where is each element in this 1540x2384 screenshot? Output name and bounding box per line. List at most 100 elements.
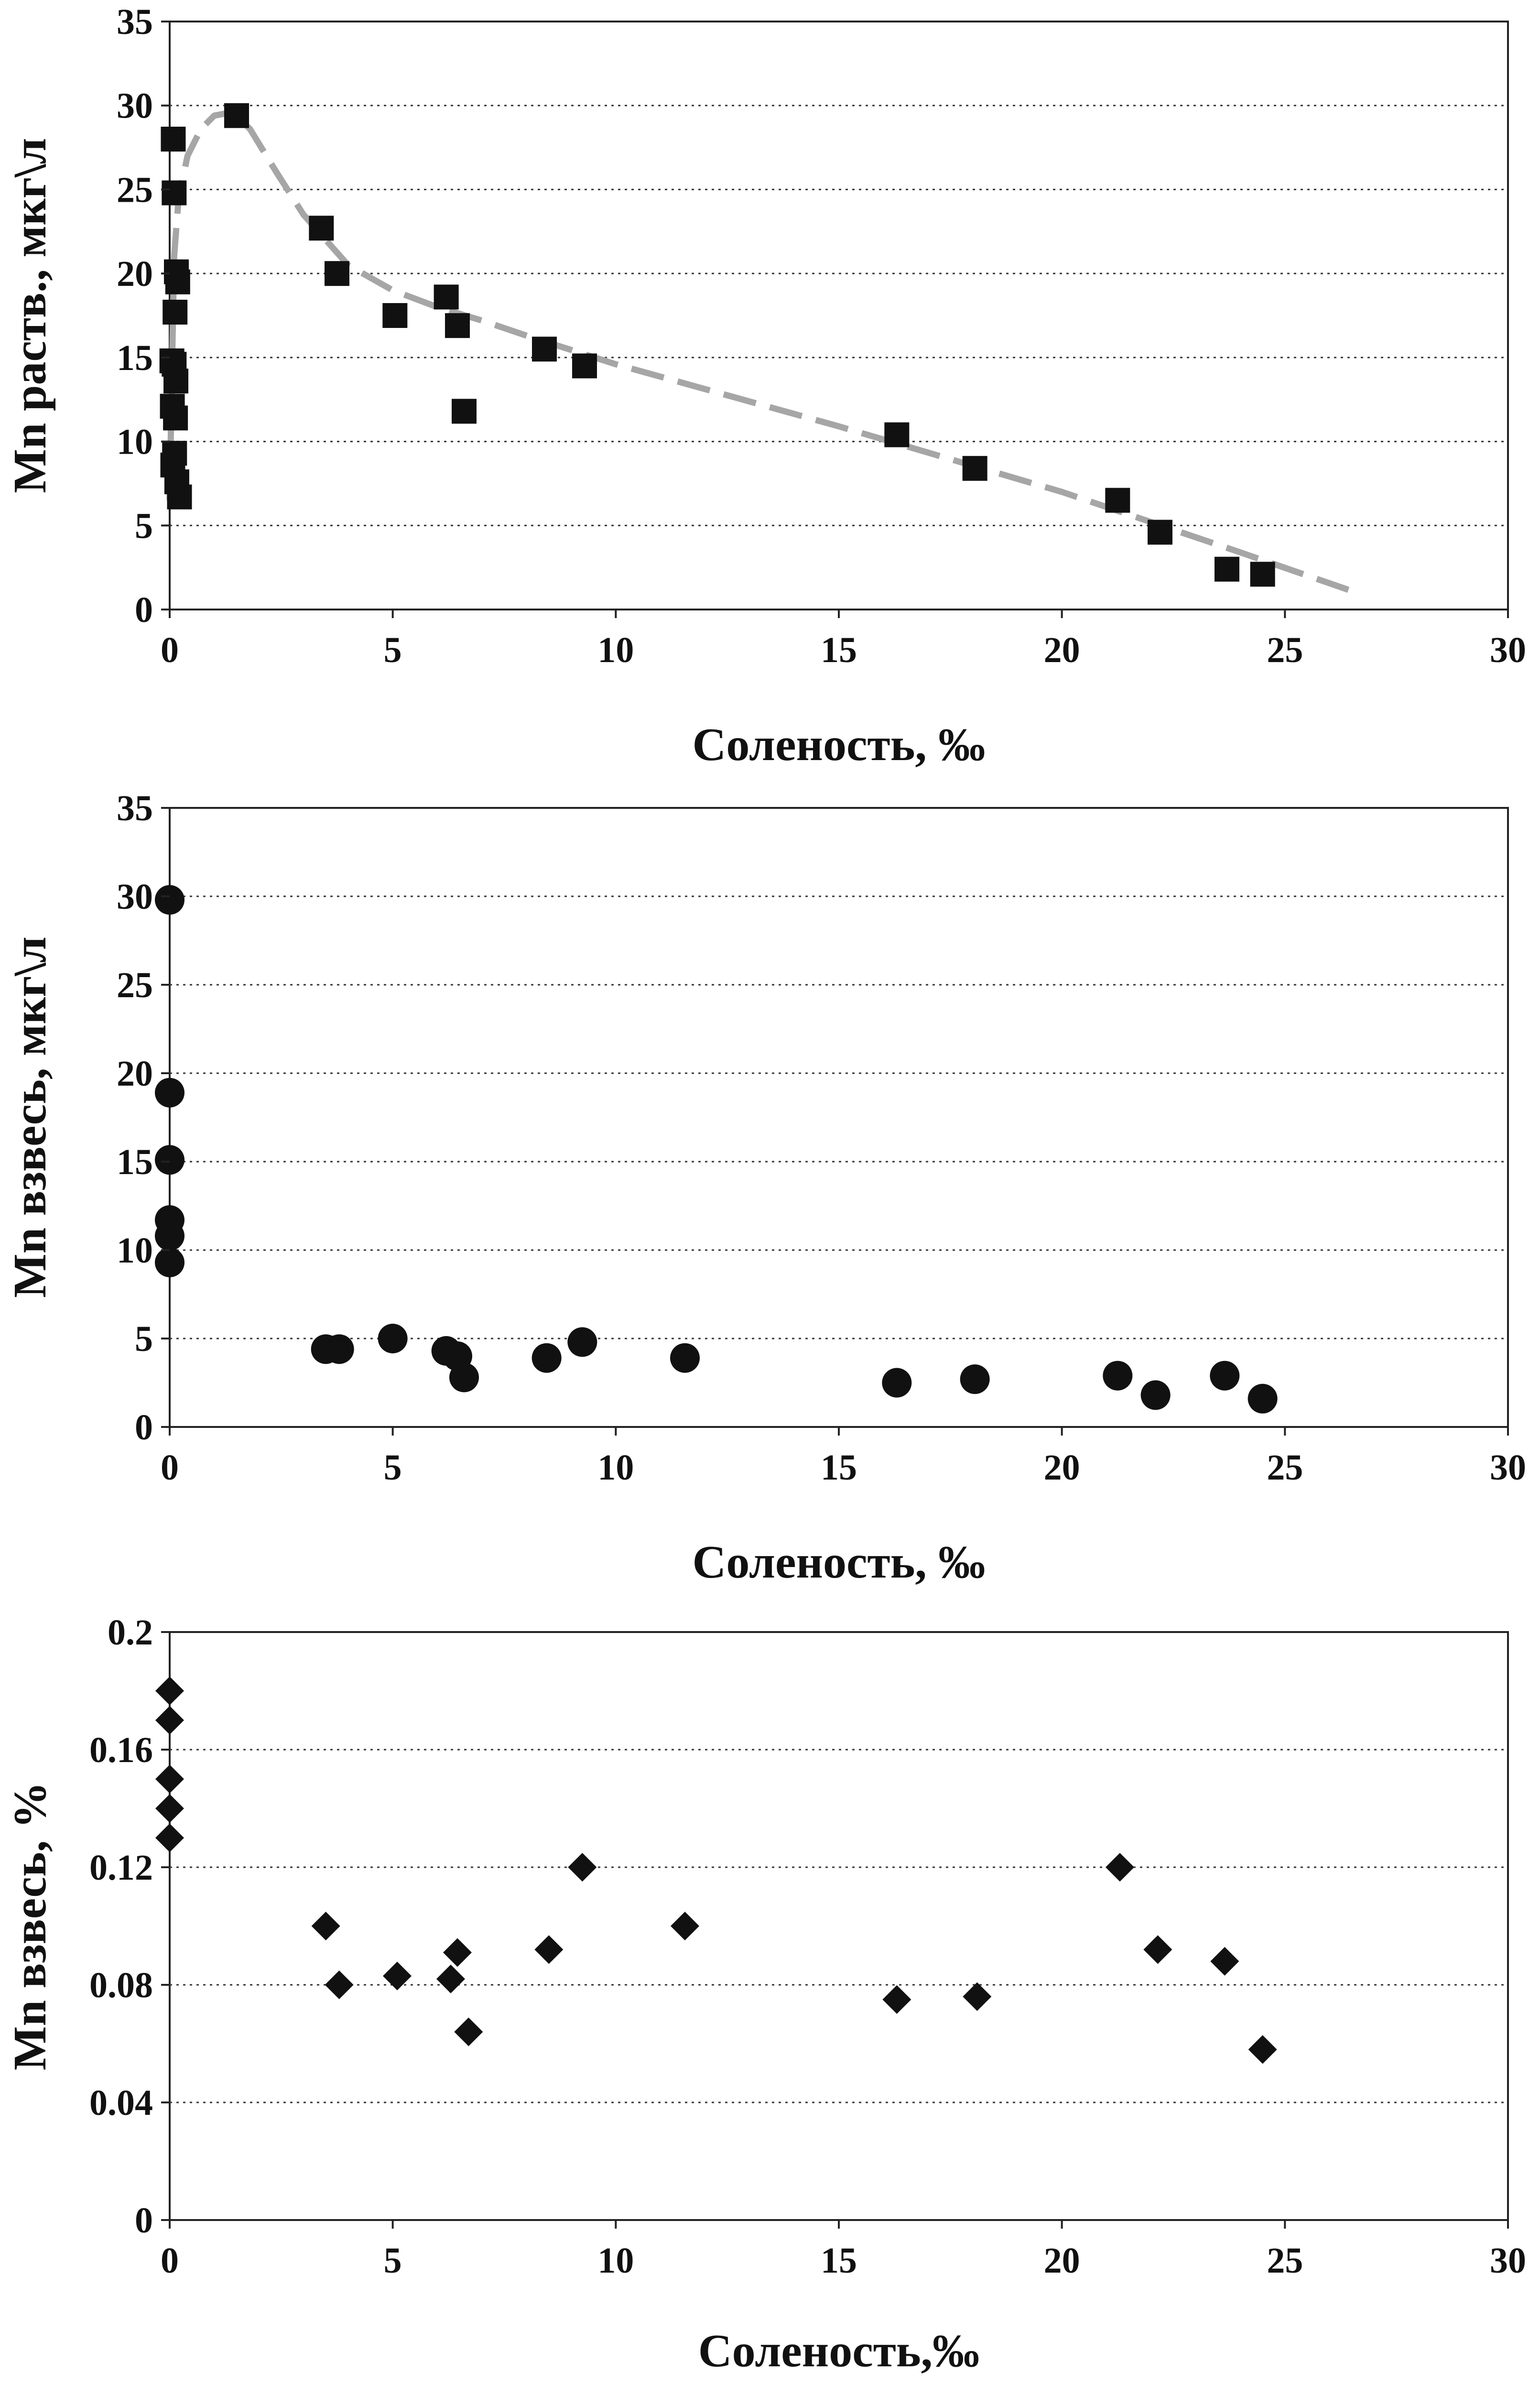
- y-tick-label: 35: [117, 788, 153, 828]
- data-point-circle: [960, 1364, 990, 1394]
- data-point-square: [1250, 562, 1275, 587]
- data-point-diamond: [1248, 2035, 1277, 2064]
- x-tick-label: 5: [384, 2241, 402, 2281]
- data-point-diamond: [155, 1764, 184, 1794]
- data-point-circle: [449, 1362, 479, 1393]
- x-tick-label: 20: [1044, 1448, 1080, 1488]
- y-tick-label: 5: [135, 506, 153, 546]
- data-point-square: [161, 127, 186, 152]
- y-tick-label: 0: [135, 2200, 153, 2241]
- data-point-square: [1105, 488, 1130, 513]
- y-tick-label: 0.08: [89, 1965, 153, 2005]
- data-point-square: [572, 353, 597, 379]
- y-tick-label: 0: [135, 1407, 153, 1448]
- data-points: [155, 885, 1278, 1414]
- data-point-diamond: [534, 1935, 564, 1964]
- chart-panel-mn-suspended-mass: 0 5 10 15 20 25 30 35 0 5 10 15 20 25 30 Соленость, ‰…: [4, 788, 1526, 1588]
- y-tick-label: 25: [117, 170, 153, 210]
- data-point-circle: [1103, 1361, 1133, 1391]
- data-point-diamond: [311, 1912, 340, 1940]
- data-point-diamond: [1143, 1935, 1172, 1964]
- data-point-square: [162, 180, 187, 206]
- x-tick-label: 5: [384, 1448, 402, 1488]
- data-point-square: [224, 103, 249, 128]
- x-tick-label: 15: [821, 630, 857, 670]
- data-point-circle: [378, 1324, 408, 1353]
- data-point-diamond: [325, 1970, 354, 1999]
- y-tick-labels: 0 0.04 0.08 0.12 0.16 0.2: [89, 1612, 170, 2241]
- data-point-circle: [882, 1368, 912, 1398]
- y-tick-label: 25: [117, 965, 153, 1005]
- x-tick-label: 10: [597, 1448, 634, 1488]
- data-point-diamond: [454, 2017, 483, 2047]
- data-point-diamond: [882, 1985, 911, 2014]
- data-point-square: [382, 303, 408, 328]
- data-point-circle: [155, 885, 184, 915]
- y-tick-label: 20: [117, 1054, 153, 1094]
- data-points: [159, 103, 1275, 587]
- data-point-square: [163, 405, 188, 431]
- data-point-square: [452, 399, 477, 424]
- data-point-circle: [324, 1334, 354, 1364]
- data-point-square: [1215, 556, 1239, 582]
- x-tick-label: 25: [1267, 630, 1303, 670]
- data-point-square: [434, 284, 459, 310]
- data-point-square: [167, 484, 192, 510]
- y-tick-label: 20: [117, 254, 153, 294]
- data-point-diamond: [1210, 1947, 1239, 1976]
- y-tick-label: 0: [135, 590, 153, 630]
- y-tick-label: 35: [117, 2, 153, 42]
- data-point-square: [1148, 520, 1172, 545]
- data-point-circle: [1210, 1361, 1240, 1391]
- x-tick-label: 0: [161, 2241, 179, 2281]
- x-tick-label: 25: [1267, 1448, 1303, 1488]
- x-tick-labels: 0 5 10 15 20 25 30: [161, 2220, 1526, 2281]
- x-tick-label: 15: [821, 1448, 857, 1488]
- data-point-diamond: [383, 1961, 412, 1991]
- x-tick-label: 15: [821, 2241, 857, 2281]
- data-point-square: [163, 369, 189, 394]
- x-tick-label: 10: [597, 2241, 634, 2281]
- data-point-circle: [155, 1221, 184, 1251]
- data-point-circle: [1247, 1383, 1278, 1414]
- data-point-circle: [531, 1343, 562, 1373]
- y-tick-labels: 0 5 10 15 20 25 30 35: [117, 788, 170, 1448]
- x-tick-label: 0: [161, 1448, 179, 1488]
- data-point-square: [445, 313, 470, 338]
- data-point-circle: [155, 1145, 184, 1175]
- x-axis-title: Соленость, ‰: [693, 719, 986, 771]
- y-tick-label: 30: [117, 86, 153, 126]
- data-point-diamond: [155, 1706, 184, 1735]
- grid-lines: [170, 105, 1508, 526]
- y-tick-label: 15: [117, 1142, 153, 1182]
- x-tick-labels: 0 5 10 15 20 25 30: [161, 1427, 1526, 1488]
- data-point-square: [309, 216, 334, 241]
- y-tick-label: 30: [117, 877, 153, 917]
- x-tick-label: 25: [1267, 2241, 1303, 2281]
- x-tick-label: 5: [384, 630, 402, 670]
- y-tick-label: 0.16: [89, 1730, 153, 1770]
- x-tick-label: 20: [1044, 630, 1080, 670]
- chart-panel-mn-dissolved: 0 5 10 15 20 25 30 35 0 5 10 15 20 25 30 Соленость, ‰…: [4, 2, 1526, 771]
- y-tick-label: 5: [135, 1319, 153, 1359]
- y-tick-label: 0.12: [89, 1848, 153, 1888]
- x-tick-label: 30: [1490, 1448, 1526, 1488]
- y-tick-label: 0.2: [108, 1612, 153, 1653]
- y-tick-label: 10: [117, 1230, 153, 1271]
- x-tick-label: 20: [1044, 2241, 1080, 2281]
- data-point-diamond: [568, 1853, 597, 1882]
- data-point-square: [962, 456, 987, 481]
- y-tick-label: 0.04: [89, 2083, 153, 2123]
- x-tick-label: 10: [597, 630, 634, 670]
- data-point-diamond: [1106, 1853, 1134, 1882]
- data-point-diamond: [155, 1823, 184, 1852]
- data-point-circle: [155, 1078, 184, 1108]
- data-point-square: [884, 422, 910, 447]
- data-point-diamond: [155, 1794, 184, 1823]
- y-tick-labels: 0 5 10 15 20 25 30 35: [117, 2, 170, 630]
- data-point-circle: [155, 1247, 184, 1277]
- data-point-circle: [1140, 1380, 1171, 1410]
- chart-panel-mn-suspended-percent: 0 0.04 0.08 0.12 0.16 0.2 0 5 10 15 20 25 30 Солено…: [4, 1612, 1526, 2377]
- data-point-diamond: [671, 1912, 699, 1940]
